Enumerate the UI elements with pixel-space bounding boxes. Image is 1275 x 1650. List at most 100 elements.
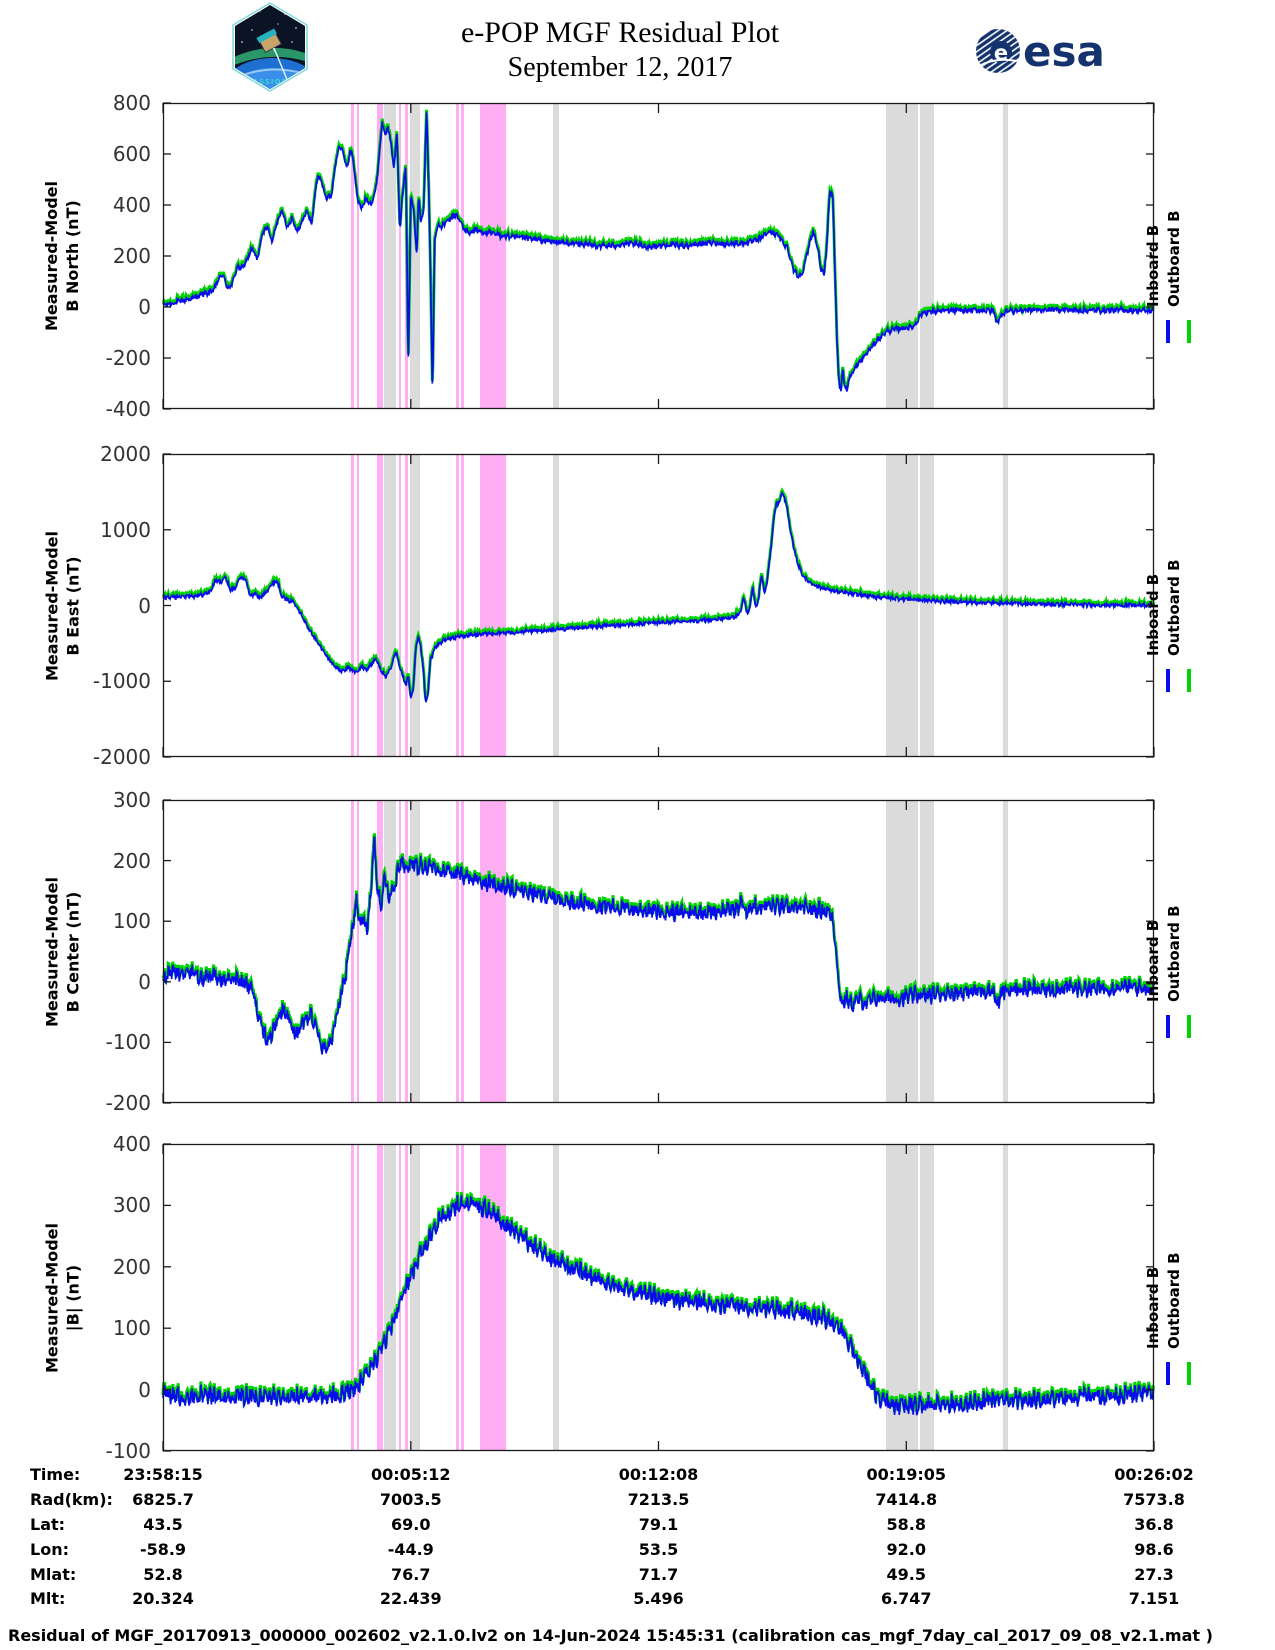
y-axis-label-line: Measured-Model bbox=[42, 876, 61, 1027]
quality-flag-band-pink bbox=[377, 1144, 383, 1451]
outboard-b-series-line bbox=[161, 487, 1156, 701]
y-tick-label: 100 bbox=[112, 909, 151, 934]
table-cell: 5.496 bbox=[633, 1589, 684, 1608]
quality-flag-band-gray bbox=[920, 454, 934, 757]
quality-flag-band-gray bbox=[553, 103, 559, 409]
quality-flag-band-pink bbox=[351, 1144, 354, 1451]
quality-flag-band-gray bbox=[886, 454, 918, 757]
table-cell: 36.8 bbox=[1134, 1515, 1174, 1534]
table-cell: 58.8 bbox=[886, 1515, 926, 1534]
y-axis-label-line: Measured-Model bbox=[42, 180, 61, 332]
legend-inboard-label: Inboard B bbox=[1144, 919, 1162, 1002]
y-tick-label: 200 bbox=[112, 244, 151, 268]
quality-flag-band-gray bbox=[410, 1144, 420, 1451]
quality-flag-band-gray bbox=[1003, 1144, 1008, 1451]
quality-flag-band-pink bbox=[405, 800, 408, 1103]
legend-outboard-color-tick bbox=[1187, 669, 1191, 693]
quality-flag-band-pink bbox=[405, 454, 408, 757]
table-row-label: Rad(km): bbox=[30, 1490, 113, 1509]
quality-flag-band-gray bbox=[384, 1144, 396, 1451]
quality-flag-band-gray bbox=[886, 800, 918, 1103]
legend-inboard-color-tick bbox=[1166, 1361, 1170, 1385]
quality-flag-band-pink bbox=[461, 454, 464, 757]
table-row-label: Mlat: bbox=[30, 1565, 77, 1584]
panel-b-north-plot bbox=[161, 102, 1155, 410]
quality-flag-band-pink bbox=[357, 1144, 359, 1451]
legend-inboard-color-tick bbox=[1166, 669, 1170, 693]
y-axis-label-line: B North (nT) bbox=[63, 200, 82, 312]
table-cell: 6.747 bbox=[880, 1589, 932, 1608]
table-cell: 00:05:12 bbox=[370, 1465, 451, 1484]
table-cell: 00:26:02 bbox=[1114, 1465, 1194, 1484]
y-tick-label: -100 bbox=[105, 1030, 151, 1055]
quality-flag-band-pink bbox=[351, 103, 354, 409]
quality-flag-band-pink bbox=[461, 1144, 464, 1451]
quality-flag-band-pink bbox=[461, 103, 464, 409]
table-cell: 7.151 bbox=[1128, 1589, 1180, 1608]
quality-flag-band-pink bbox=[405, 1144, 408, 1451]
table-cell: 22.439 bbox=[379, 1589, 442, 1608]
quality-flag-band-gray bbox=[920, 1144, 934, 1451]
table-row-label: Time: bbox=[30, 1465, 81, 1484]
table-row-label: Lon: bbox=[30, 1540, 69, 1559]
inboard-b-series-line bbox=[162, 490, 1155, 703]
y-tick-label: 100 bbox=[112, 1316, 151, 1341]
quality-flag-band-pink bbox=[399, 103, 401, 409]
cassiope-logo-text: CASSIOPE bbox=[247, 78, 294, 86]
legend-outboard-label: Outboard B bbox=[1165, 905, 1183, 1002]
inboard-b-series-line bbox=[162, 836, 1155, 1055]
quality-flag-band-pink bbox=[456, 800, 459, 1103]
table-cell: 7573.8 bbox=[1123, 1490, 1185, 1509]
y-axis-label-line: B Center (nT) bbox=[63, 891, 82, 1012]
table-cell: 92.0 bbox=[886, 1540, 926, 1559]
y-tick-label: 400 bbox=[112, 1132, 151, 1156]
y-tick-label: -200 bbox=[105, 1091, 151, 1115]
page-title: e-POP MGF Residual Plot bbox=[460, 16, 780, 49]
y-axis-label-line: B East (nT) bbox=[63, 555, 82, 656]
table-row-label: Mlt: bbox=[30, 1589, 66, 1608]
esa-logo: e esa bbox=[976, 27, 1105, 76]
y-tick-label: 0 bbox=[138, 1377, 151, 1402]
quality-flag-band-pink bbox=[480, 103, 506, 409]
y-tick-label: 300 bbox=[112, 1193, 151, 1218]
y-axis-label: Measured-Model B Center (nT) bbox=[41, 800, 83, 1103]
y-tick-label: 0 bbox=[138, 295, 151, 319]
y-tick-label: -100 bbox=[105, 1439, 151, 1463]
quality-flag-band-pink bbox=[461, 800, 464, 1103]
quality-flag-band-pink bbox=[351, 800, 354, 1103]
y-tick-label: 800 bbox=[112, 91, 151, 115]
legend-outboard-label: Outboard B bbox=[1165, 559, 1183, 656]
table-cell: 27.3 bbox=[1134, 1565, 1174, 1584]
esa-logo-text: esa bbox=[1023, 27, 1105, 76]
quality-flag-band-gray bbox=[553, 454, 559, 757]
y-axis-label: Measured-Model B North (nT) bbox=[41, 103, 83, 409]
y-tick-label: 0 bbox=[138, 969, 151, 994]
table-cell: 76.7 bbox=[391, 1565, 431, 1584]
y-axis-label-line: |B| (nT) bbox=[63, 1264, 82, 1331]
legend-outboard-label: Outboard B bbox=[1165, 210, 1183, 307]
page-subtitle-date: September 12, 2017 bbox=[507, 52, 733, 83]
table-cell: 7003.5 bbox=[379, 1490, 442, 1509]
quality-flag-band-gray bbox=[384, 800, 396, 1103]
table-cell: 7414.8 bbox=[875, 1490, 938, 1509]
legend-inboard-color-tick bbox=[1166, 320, 1170, 344]
legend-inboard-label: Inboard B bbox=[1144, 573, 1162, 656]
y-tick-label: 600 bbox=[112, 142, 151, 166]
table-cell: 52.8 bbox=[143, 1565, 183, 1584]
quality-flag-band-pink bbox=[357, 454, 359, 757]
table-cell: 53.5 bbox=[638, 1540, 679, 1559]
table-cell: 7213.5 bbox=[627, 1490, 690, 1509]
quality-flag-band-pink bbox=[357, 800, 359, 1103]
y-tick-label: 0 bbox=[138, 593, 151, 618]
y-tick-label: 1000 bbox=[100, 517, 151, 542]
quality-flag-band-gray bbox=[1003, 454, 1008, 757]
y-tick-label: 400 bbox=[112, 193, 151, 217]
quality-flag-band-pink bbox=[456, 103, 459, 409]
table-cell: -44.9 bbox=[387, 1540, 434, 1559]
panel-b-east-plot bbox=[161, 453, 1156, 758]
quality-flag-band-gray bbox=[410, 103, 420, 409]
table-cell: 79.1 bbox=[638, 1515, 679, 1534]
table-cell: 20.324 bbox=[132, 1589, 194, 1608]
y-tick-label: -400 bbox=[105, 397, 151, 421]
